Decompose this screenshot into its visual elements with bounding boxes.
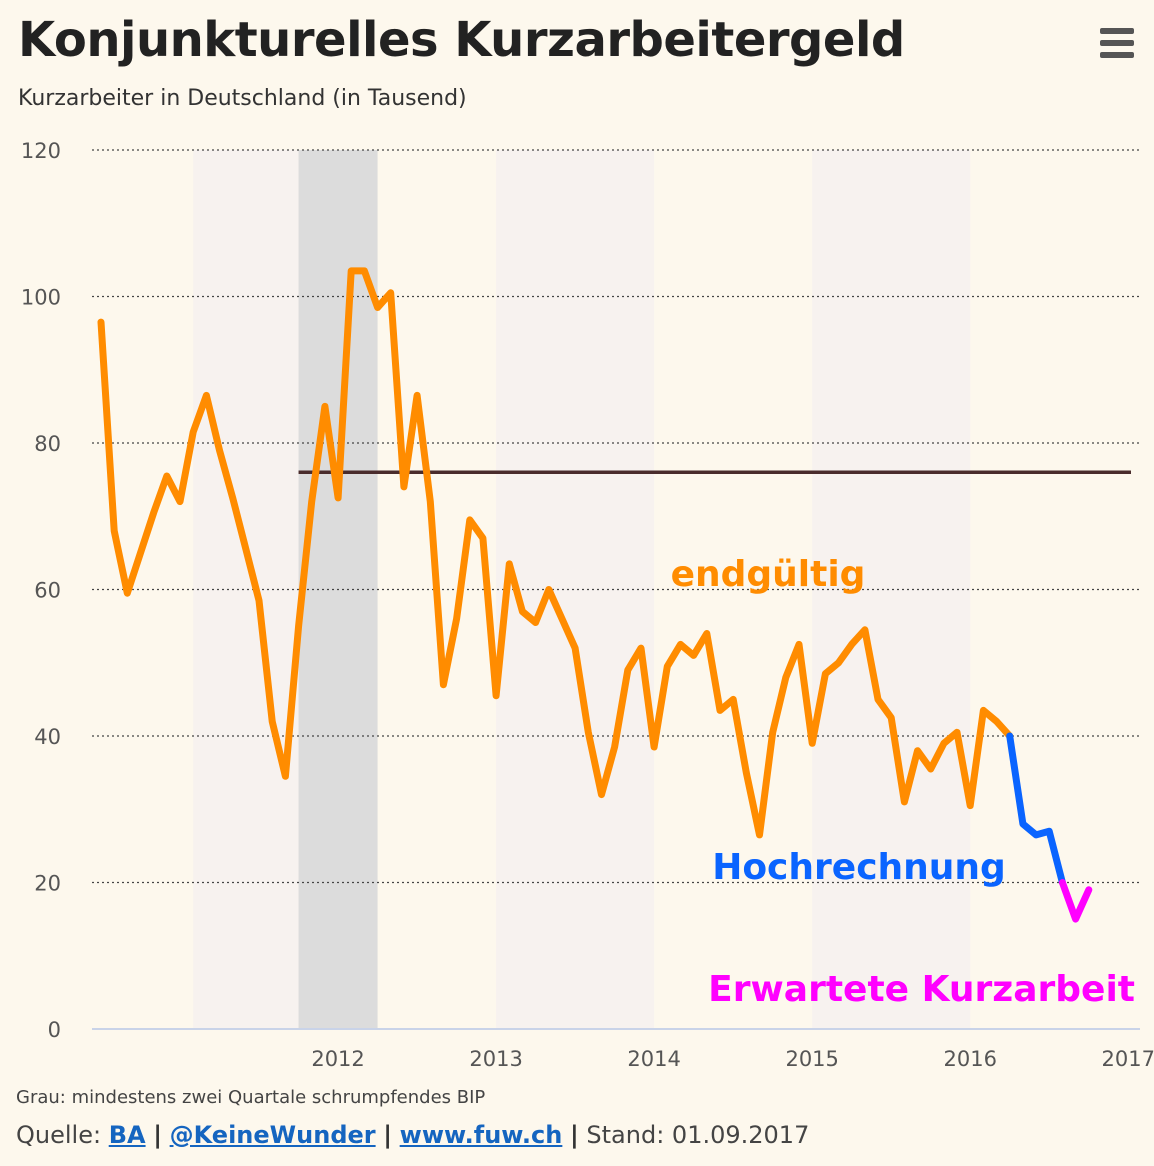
x-tick-label: 2014 xyxy=(627,1047,680,1071)
chart-title: Konjunkturelles Kurzarbeitergeld xyxy=(18,12,905,68)
x-tick-label: 2015 xyxy=(785,1047,838,1071)
source-link-keinewunder[interactable]: @KeineWunder xyxy=(169,1121,376,1149)
menu-bar xyxy=(1100,28,1134,34)
x-tick-label: 2012 xyxy=(311,1047,364,1071)
separator: | xyxy=(570,1121,579,1149)
y-tick-label: 100 xyxy=(21,286,61,310)
hamburger-menu-icon[interactable] xyxy=(1098,26,1136,60)
annotation-label: Erwartete Kurzarbeit xyxy=(708,969,1135,1010)
y-tick-label: 40 xyxy=(34,725,61,749)
source-link-ba[interactable]: BA xyxy=(108,1121,146,1149)
chart-subtitle: Kurzarbeiter in Deutschland (in Tausend) xyxy=(18,86,467,111)
y-tick-label: 60 xyxy=(34,579,61,603)
year-band xyxy=(193,150,299,1029)
menu-bar xyxy=(1100,52,1134,58)
x-tick-label: 2013 xyxy=(469,1047,522,1071)
x-tick-label: 2017 xyxy=(1102,1047,1154,1071)
source-line: Quelle: BA | @KeineWunder | www.fuw.ch |… xyxy=(16,1121,809,1149)
footnote-gray-band: Grau: mindestens zwei Quartale schrumpfe… xyxy=(16,1087,486,1108)
annotation-label: endgültig xyxy=(671,554,866,595)
y-tick-label: 80 xyxy=(34,432,61,456)
y-tick-label: 20 xyxy=(34,872,61,896)
separator: | xyxy=(153,1121,162,1149)
x-tick-label: 2016 xyxy=(943,1047,996,1071)
series-line-3 xyxy=(1058,879,1093,923)
series-line-1 xyxy=(97,267,1014,839)
source-link-fuw[interactable]: www.fuw.ch xyxy=(399,1121,563,1149)
y-tick-label: 120 xyxy=(21,139,61,163)
annotation-label: Hochrechnung xyxy=(712,847,1006,888)
series-line-2 xyxy=(1006,732,1066,886)
source-label: Quelle: xyxy=(16,1121,102,1149)
chart-plot-area: 0 20 40 60 80 100 120 2012 2013 2014 2015 2016 2017… xyxy=(21,139,1154,1071)
menu-bar xyxy=(1100,40,1134,46)
stand-date: Stand: 01.09.2017 xyxy=(586,1121,810,1149)
y-tick-label: 0 xyxy=(48,1018,61,1042)
separator: | xyxy=(383,1121,393,1149)
